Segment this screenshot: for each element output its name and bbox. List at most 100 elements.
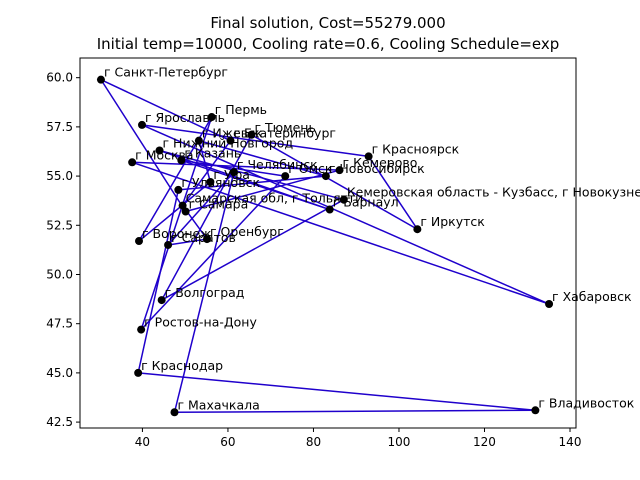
route-segment bbox=[140, 116, 213, 330]
route-segment bbox=[174, 409, 536, 414]
city-label: Самарская обл, г Тольятти bbox=[186, 191, 364, 206]
city-marker bbox=[177, 156, 186, 165]
y-tick-label: 47.5 bbox=[46, 317, 73, 331]
x-axis-ticks: 40 60 80 100 120 140 bbox=[135, 428, 582, 449]
route-segment bbox=[198, 139, 327, 177]
y-tick-label: 42.5 bbox=[46, 415, 73, 429]
city-marker bbox=[364, 152, 373, 161]
y-tick-label: 55.0 bbox=[46, 169, 73, 183]
city-label: г Уфа bbox=[213, 167, 250, 182]
city-label: г Иркутск bbox=[420, 214, 485, 229]
x-tick-label: 40 bbox=[135, 435, 150, 449]
city-marker bbox=[178, 201, 187, 210]
chart-title: Final solution, Cost=55279.000 bbox=[210, 14, 445, 32]
route-segment bbox=[138, 181, 211, 242]
route-segment bbox=[251, 134, 418, 230]
city-marker bbox=[206, 177, 215, 186]
route-lines bbox=[100, 78, 550, 414]
city-marker bbox=[128, 158, 137, 167]
x-tick-label: 140 bbox=[559, 435, 582, 449]
route-segment bbox=[182, 140, 232, 207]
city-label: г Челябинск bbox=[237, 157, 318, 172]
route-segment bbox=[138, 372, 536, 412]
city-markers bbox=[96, 75, 554, 417]
city-label: г Ростов-на-Дону bbox=[144, 315, 257, 330]
city-marker bbox=[194, 136, 203, 145]
y-tick-label: 45.0 bbox=[46, 366, 73, 380]
route-segment bbox=[198, 140, 212, 183]
city-label: г Краснодар bbox=[141, 358, 223, 373]
city-label: г Тюмень bbox=[254, 120, 315, 135]
city-label: г Нижний Новгород bbox=[163, 136, 294, 151]
route-segment bbox=[141, 124, 369, 158]
city-marker bbox=[339, 195, 348, 204]
y-axis-ticks: 42.5 45.0 47.5 50.0 52.5 55.0 57.5 60.0 bbox=[46, 71, 80, 429]
city-label: г Саратов bbox=[171, 230, 236, 245]
city-marker bbox=[164, 240, 173, 249]
city-marker bbox=[137, 325, 146, 334]
city-label: г Волгоград bbox=[165, 285, 245, 300]
city-label: г Казань bbox=[184, 145, 241, 160]
city-label: Кемеровская область - Кузбасс, г Новокуз… bbox=[347, 185, 640, 200]
route-segment bbox=[161, 199, 345, 301]
y-tick-label: 52.5 bbox=[46, 218, 73, 232]
city-label: г Самара bbox=[189, 197, 249, 212]
city-label: г Ульяновск bbox=[181, 175, 260, 190]
city-marker bbox=[96, 75, 105, 84]
city-label: г Махачкала bbox=[177, 397, 259, 412]
city-marker bbox=[135, 237, 144, 246]
city-label: г Красноярск bbox=[372, 141, 460, 156]
route-segment bbox=[367, 155, 418, 230]
city-marker bbox=[174, 185, 183, 194]
city-marker bbox=[134, 368, 143, 377]
city-marker bbox=[321, 172, 330, 181]
city-marker bbox=[181, 207, 190, 216]
city-marker bbox=[202, 235, 211, 244]
route-segment bbox=[159, 149, 345, 201]
route-segment bbox=[100, 78, 231, 142]
route-segment bbox=[167, 238, 208, 246]
city-label: г Екатеринбург bbox=[234, 126, 336, 141]
city-marker bbox=[281, 172, 290, 181]
city-label: г Барнаул bbox=[333, 195, 399, 210]
city-label: г Пермь bbox=[215, 102, 267, 117]
city-marker bbox=[138, 120, 146, 129]
y-tick-label: 57.5 bbox=[46, 120, 73, 134]
route-segment bbox=[161, 134, 253, 301]
x-tick-label: 120 bbox=[473, 435, 496, 449]
route-segment bbox=[167, 171, 235, 246]
y-tick-label: 60.0 bbox=[46, 71, 73, 85]
city-label: г Оренбург bbox=[210, 224, 284, 239]
x-tick-label: 60 bbox=[220, 435, 235, 449]
route-segment bbox=[173, 171, 235, 413]
city-marker bbox=[229, 168, 238, 177]
city-label: г Владивосток bbox=[538, 395, 634, 410]
city-marker bbox=[545, 300, 554, 309]
city-label: г Кемерово bbox=[343, 155, 418, 170]
y-tick-label: 50.0 bbox=[46, 267, 73, 281]
city-label: г Москва bbox=[135, 147, 193, 162]
city-marker bbox=[155, 146, 164, 155]
city-marker bbox=[531, 406, 540, 415]
city-label: г Ижевск bbox=[202, 126, 263, 141]
city-marker bbox=[157, 296, 166, 305]
city-marker bbox=[226, 136, 235, 145]
city-marker bbox=[247, 130, 256, 139]
city-label: г Хабаровск bbox=[552, 289, 632, 304]
plot-area-frame bbox=[79, 57, 577, 429]
route-segment bbox=[141, 124, 550, 305]
route-segment bbox=[100, 79, 187, 212]
city-marker bbox=[207, 113, 216, 122]
x-tick-label: 100 bbox=[388, 435, 411, 449]
city-marker bbox=[335, 166, 344, 175]
city-marker bbox=[170, 408, 179, 417]
city-label: г Новосибирск bbox=[329, 161, 425, 176]
city-label: г Воронеж bbox=[142, 226, 211, 241]
city-label: г Ярославль bbox=[145, 110, 225, 125]
city-marker bbox=[413, 225, 422, 234]
chart-subtitle: Initial temp=10000, Cooling rate=0.6, Co… bbox=[97, 35, 560, 53]
city-marker bbox=[325, 205, 334, 214]
